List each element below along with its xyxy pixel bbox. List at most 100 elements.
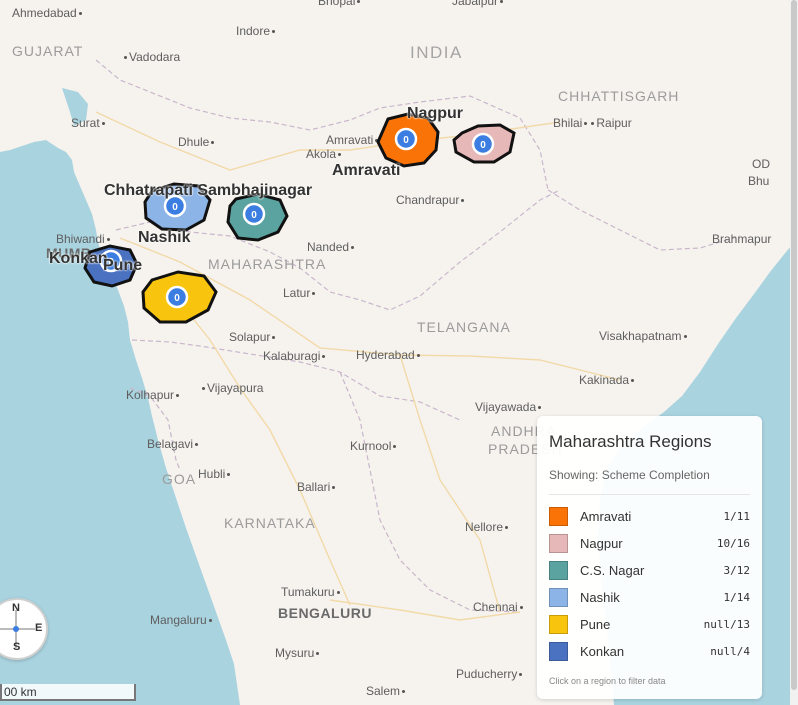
state-borders [95,59,741,613]
region-konkan-marker-text: 0 [108,257,114,268]
gulf-of-khambhat [62,88,88,126]
legend-subtitle: Showing: Scheme Completion [549,468,710,482]
compass-center-icon [13,626,19,632]
region-label-amravati: Amravati [332,162,401,179]
region-pune-marker-text: 0 [174,293,180,304]
region-label-csnagar: Chhatrapati Sambhajinagar [104,182,313,199]
place-bhiwandi: Bhiwandi [56,232,112,246]
place-nellore: Nellore [465,520,510,534]
region-label-pune: Pune [103,257,143,274]
legend-item-konkan[interactable]: Konkan null/4 [549,638,750,665]
legend-swatch-csnagar [549,561,568,580]
legend-item-nashik[interactable]: Nashik 1/14 [549,584,750,611]
place-salem: Salem [366,684,407,698]
state-gujarat: GUJARAT [12,43,84,59]
place-bhopal: Bhopal [318,0,362,8]
legend-value: 10/16 [716,537,750,550]
place-mangaluru: Mangaluru [150,613,214,627]
place-latur: Latur [283,286,317,300]
legend-title: Maharashtra Regions [549,432,712,451]
legend-value: 1/14 [723,591,751,604]
legend-name: Amravati [580,509,632,524]
legend-name: Konkan [580,644,625,659]
place-kurnool: Kurnool [350,439,398,453]
state-goa: GOA [162,471,197,487]
place-ballari: Ballari [297,480,337,494]
scale-bar: 00 km [0,684,136,701]
arabian-sea [0,0,240,705]
legend-name: Nagpur [580,536,623,551]
place-vadodara: Vadodara [122,50,180,64]
region-csnagar-marker-icon[interactable] [242,202,266,226]
place-bhubaneswar-partial: Bhu [748,174,770,188]
legend-divider [549,494,750,495]
place-vijayapura: Vijayapura [200,381,263,395]
page-scrollbar[interactable] [790,0,798,705]
place-tumakuru: Tumakuru [281,585,342,599]
region-label-nagpur: Nagpur [407,105,463,122]
region-amravati-marker-text: 0 [403,135,409,146]
region-label-konkan: Konkan [49,250,108,267]
place-vijayawada: Vijayawada [475,400,543,414]
legend-swatch-pune [549,615,568,634]
place-bhilai: Bhilai Raipur [553,116,632,130]
region-nagpur-marker-text: 0 [480,140,486,151]
legend-name: Pune [580,617,611,632]
place-nanded: Nanded [307,240,356,254]
compass-n: N [12,602,20,614]
state-telangana: TELANGANA [417,319,511,335]
state-karnataka: KARNATAKA [224,515,316,531]
legend-item-pune[interactable]: Pune null/13 [549,611,750,638]
place-hyderabad: Hyderabad [356,348,422,362]
region-nashik-marker-text: 0 [172,202,178,213]
place-kakinada: Kakinada [579,373,636,387]
region-konkan[interactable]: 0 [83,244,139,288]
place-akola: Akola [306,147,343,161]
region-nashik[interactable]: 0 [143,182,212,232]
legend-swatch-nagpur [549,534,568,553]
compass-s: S [13,641,21,653]
place-hubli: Hubli [198,467,232,481]
region-pune-marker-icon[interactable] [165,285,189,309]
region-nagpur[interactable]: 0 [452,123,516,164]
place-jabalpur: Jabalpur [452,0,505,8]
state-maharashtra: MAHARASHTRA [208,256,327,272]
place-puducherry: Puducherry [456,667,524,681]
place-solapur: Solapur [229,330,277,344]
legend-swatch-amravati [549,507,568,526]
legend-item-nagpur[interactable]: Nagpur 10/16 [549,530,750,557]
highways [95,111,621,621]
legend-item-amravati[interactable]: Amravati 1/11 [549,503,750,530]
legend-value: 1/11 [723,510,751,523]
legend-item-csnagar[interactable]: C.S. Nagar 3/12 [549,557,750,584]
region-nagpur-marker-icon[interactable] [471,132,495,156]
legend-value: 3/12 [723,564,751,577]
region-amravati[interactable]: 0 [376,112,440,168]
scrollbar-thumb[interactable] [791,0,797,690]
region-konkan-marker-icon[interactable] [99,249,123,273]
legend-swatch-konkan [549,642,568,661]
legend-hint: Click on a region to filter data [549,676,666,686]
place-surat: Surat [71,116,107,130]
compass-control[interactable]: N S E [0,598,48,660]
legend-panel: Maharashtra Regions Showing: Scheme Comp… [537,416,762,699]
legend-name: C.S. Nagar [580,563,645,578]
region-nashik-marker-icon[interactable] [163,194,187,218]
place-amravati-city: Amravati [326,133,380,147]
place-belagavi: Belagavi [147,437,200,451]
country-india: INDIA [410,43,463,62]
legend-name: Nashik [580,590,620,605]
region-csnagar[interactable]: 0 [226,192,289,242]
place-kolhapur: Kolhapur [126,388,181,402]
place-odisha-partial: OD [752,157,770,171]
place-ahmedabad: Ahmedabad [12,6,84,20]
legend-swatch-nashik [549,588,568,607]
legend-value: null/4 [710,645,750,658]
region-pune[interactable]: 0 [141,270,218,324]
region-amravati-marker-icon[interactable] [394,127,418,151]
place-brahmapur: Brahmapur [712,232,772,246]
place-bengaluru: BENGALURU [278,605,372,621]
place-chandrapur: Chandrapur [396,193,466,207]
